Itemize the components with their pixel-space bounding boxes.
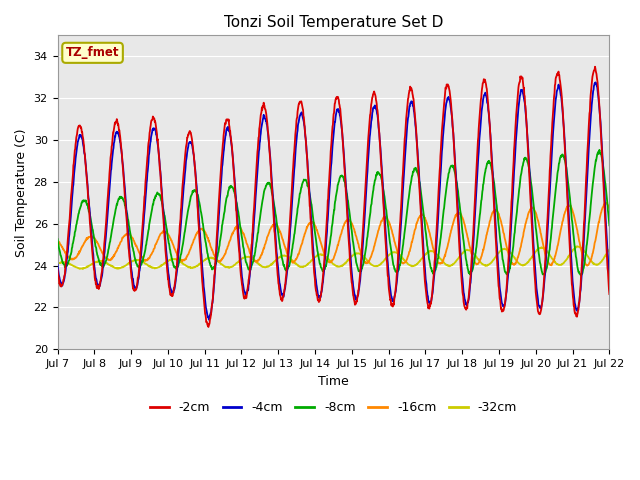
- Title: Tonzi Soil Temperature Set D: Tonzi Soil Temperature Set D: [224, 15, 443, 30]
- Text: TZ_fmet: TZ_fmet: [66, 47, 119, 60]
- Legend: -2cm, -4cm, -8cm, -16cm, -32cm: -2cm, -4cm, -8cm, -16cm, -32cm: [145, 396, 522, 420]
- Y-axis label: Soil Temperature (C): Soil Temperature (C): [15, 128, 28, 257]
- X-axis label: Time: Time: [318, 374, 349, 387]
